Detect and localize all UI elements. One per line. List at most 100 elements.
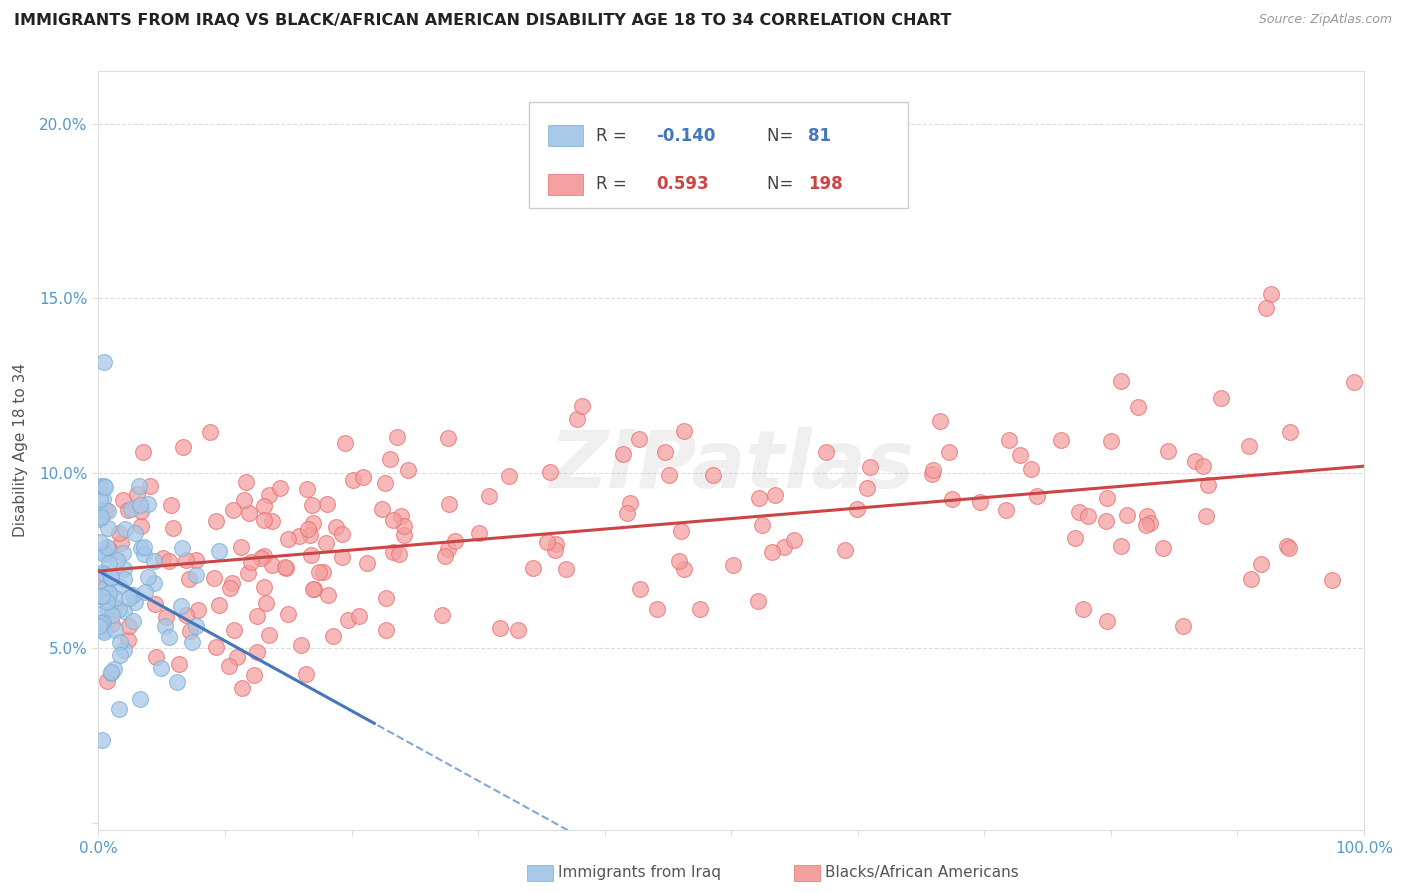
Point [89, 534, 111, 549]
Bar [547, 125, 583, 146]
Point [325, 520, 347, 534]
Point [90, 510, 112, 524]
Point [87, 574, 110, 589]
Point [97, 594, 120, 608]
Point [277, 607, 299, 622]
Point [443, 533, 465, 548]
Text: Immigrants from Iraq: Immigrants from Iraq [558, 865, 721, 880]
Point [1136, 508, 1159, 523]
Point [921, 467, 943, 482]
Point [124, 526, 146, 541]
Point [136, 570, 159, 584]
Point [437, 431, 460, 445]
Point [222, 503, 245, 517]
Point [671, 524, 693, 538]
Point [1157, 444, 1180, 458]
Point [1322, 573, 1344, 587]
Point [1109, 539, 1132, 553]
Point [1095, 514, 1118, 528]
Point [1095, 614, 1118, 628]
Text: -0.140: -0.140 [657, 127, 716, 145]
Text: R =: R = [596, 127, 631, 145]
Point [152, 551, 174, 566]
Text: 0.593: 0.593 [657, 176, 709, 194]
Point [110, 536, 132, 550]
Point [333, 435, 356, 450]
Point [478, 489, 501, 503]
Point [166, 674, 188, 689]
Point [94, 546, 117, 560]
Point [226, 650, 249, 665]
Point [304, 582, 326, 596]
Point [129, 518, 152, 533]
Point [93, 581, 115, 595]
Point [751, 518, 773, 533]
Point [136, 497, 159, 511]
Point [112, 572, 135, 586]
Point [97, 542, 120, 557]
Point [1343, 376, 1365, 390]
Point [90, 589, 112, 603]
Point [110, 635, 132, 649]
Point [97, 521, 120, 535]
Point [748, 491, 770, 506]
Point [150, 661, 173, 675]
Point [205, 640, 228, 655]
Point [381, 513, 404, 527]
Point [1211, 391, 1233, 405]
Point [488, 621, 510, 635]
Point [91, 733, 114, 747]
Point [93, 625, 115, 640]
Point [91, 565, 114, 579]
Point [330, 550, 353, 565]
Point [208, 543, 231, 558]
Point [1049, 433, 1071, 447]
Point [181, 635, 204, 649]
Point [245, 645, 267, 659]
Point [198, 425, 221, 439]
Point [1184, 454, 1206, 468]
Point [388, 547, 411, 561]
Text: 81: 81 [808, 127, 831, 145]
Point [100, 571, 122, 585]
Text: N=: N= [766, 127, 799, 145]
Point [89, 479, 111, 493]
Bar [529, 102, 908, 208]
Point [172, 541, 194, 555]
Point [184, 553, 207, 567]
Point [172, 440, 194, 454]
Point [627, 432, 650, 446]
Point [747, 594, 769, 608]
Point [322, 629, 344, 643]
Point [928, 414, 950, 428]
Point [91, 623, 114, 637]
Point [112, 546, 135, 560]
Text: IMMIGRANTS FROM IRAQ VS BLACK/AFRICAN AMERICAN DISABILITY AGE 18 TO 34 CORRELATI: IMMIGRANTS FROM IRAQ VS BLACK/AFRICAN AM… [14, 13, 952, 29]
Point [673, 562, 696, 576]
Point [387, 430, 409, 444]
Point [301, 499, 323, 513]
Point [1171, 619, 1194, 633]
Point [315, 536, 337, 550]
Point [117, 633, 139, 648]
Point [763, 488, 786, 502]
Point [1008, 448, 1031, 462]
Point [1116, 508, 1139, 523]
Point [132, 541, 155, 555]
Point [995, 503, 1018, 517]
Text: Source: ZipAtlas.com: Source: ZipAtlas.com [1258, 13, 1392, 27]
Text: R =: R = [596, 176, 631, 194]
Point [139, 479, 162, 493]
Point [567, 412, 589, 426]
Point [437, 498, 460, 512]
Point [1019, 462, 1042, 476]
Point [124, 595, 146, 609]
Point [111, 493, 134, 508]
Point [761, 545, 783, 559]
Point [208, 598, 231, 612]
Point [129, 541, 152, 555]
Point [100, 570, 122, 584]
Point [246, 609, 269, 624]
Point [108, 648, 131, 663]
Point [242, 667, 264, 681]
